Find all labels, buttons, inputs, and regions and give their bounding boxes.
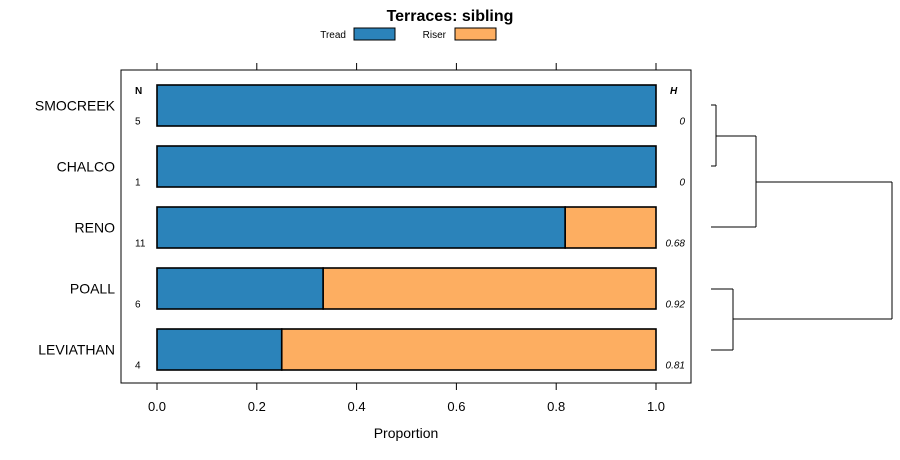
x-tick-label-0: 0.0: [148, 399, 166, 414]
bars: [156, 84, 657, 371]
legend-swatch-tread: [353, 27, 396, 41]
n-value-chalco: 1: [135, 178, 141, 189]
x-axis-ticks: 0.0 0.2 0.4 0.6 0.8 1.0: [148, 63, 665, 414]
bar-reno-riser: [564, 206, 657, 249]
h-value-poall: 0.92: [666, 300, 686, 311]
category-label-poall: POALL: [70, 281, 115, 297]
bar-poall-riser: [322, 267, 657, 310]
legend: Tread Riser: [320, 27, 497, 41]
x-tick-label-3: 0.6: [447, 399, 465, 414]
n-value-smocreek: 5: [135, 117, 141, 128]
chart-title: Terraces: sibling: [387, 8, 514, 25]
n-value-poall: 6: [135, 300, 141, 311]
plot-frame: [120, 69, 692, 384]
category-labels: SMOCREEK CHALCO RENO POALL LEVIATHAN: [35, 98, 116, 358]
legend-label-riser: Riser: [423, 30, 447, 41]
h-value-reno: 0.68: [666, 239, 686, 250]
x-tick-label-5: 1.0: [647, 399, 665, 414]
h-value-smocreek: 0: [679, 117, 685, 128]
x-tick-label-1: 0.2: [248, 399, 266, 414]
legend-swatch-riser: [454, 27, 497, 41]
bar-chalco-tread: [156, 145, 657, 188]
bar-leviathan-riser: [280, 328, 657, 371]
bar-smocreek-tread: [156, 84, 657, 127]
h-value-leviathan: 0.81: [666, 361, 685, 372]
bar-poall-tread: [156, 267, 324, 310]
dendrogram: [711, 104, 893, 351]
category-label-leviathan: LEVIATHAN: [38, 342, 115, 358]
legend-label-tread: Tread: [320, 30, 346, 41]
x-tick-label-4: 0.8: [547, 399, 565, 414]
h-header: H: [670, 86, 678, 97]
n-header: N: [135, 86, 142, 97]
n-value-leviathan: 4: [135, 361, 141, 372]
bar-leviathan-tread: [156, 328, 283, 371]
category-label-reno: RENO: [75, 220, 116, 236]
x-tick-label-2: 0.4: [348, 399, 366, 414]
n-value-reno: 11: [135, 239, 146, 250]
category-label-chalco: CHALCO: [57, 159, 115, 175]
category-label-smocreek: SMOCREEK: [35, 98, 116, 114]
h-value-chalco: 0: [679, 178, 685, 189]
x-axis-label: Proportion: [374, 425, 439, 441]
bar-reno-tread: [156, 206, 566, 249]
